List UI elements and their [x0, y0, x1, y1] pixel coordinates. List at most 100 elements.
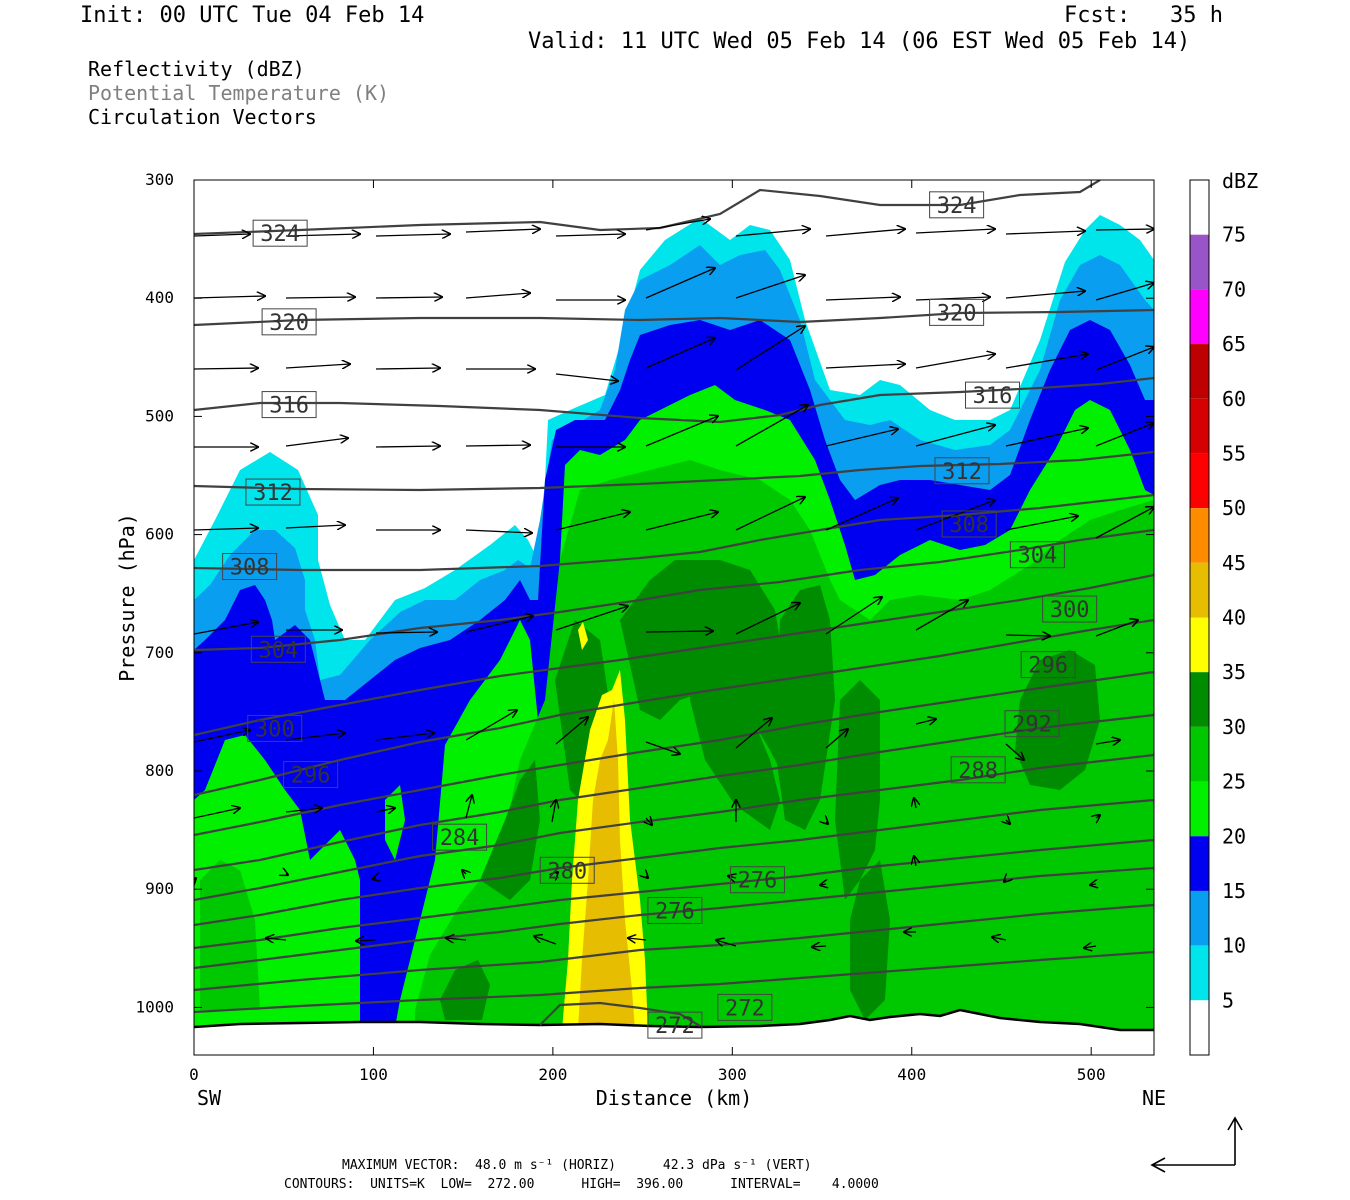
contours-note: CONTOURS: UNITS=K LOW= 272.00 HIGH= 396.… [284, 1177, 879, 1192]
colorbar-tick-label: 60 [1222, 387, 1246, 411]
x-tick-label: 0 [189, 1065, 199, 1084]
theta-label-box [941, 510, 997, 538]
colorbar-swatch [1190, 398, 1209, 454]
theta-label-text: 316 [973, 384, 1013, 409]
circulation-vector [1005, 354, 1088, 369]
circulation-vector [1005, 516, 1078, 531]
circulation-vector [1084, 946, 1097, 948]
circulation-vector [914, 856, 916, 867]
circulation-vector [465, 795, 472, 819]
theta-label: 320 [261, 308, 317, 336]
circulation-vector [194, 296, 265, 298]
circulation-vector [375, 733, 434, 741]
circulation-vector [375, 446, 440, 447]
theta-label-text: 304 [258, 638, 298, 663]
theta-label-text: 312 [253, 481, 293, 506]
circulation-vector [728, 876, 736, 878]
refl-region-30dbz [440, 560, 1100, 1020]
colorbar-swatch [1190, 672, 1209, 727]
theta-label: 296 [1020, 651, 1076, 679]
circulation-vector [465, 710, 517, 741]
y-tick-label: 1000 [135, 997, 174, 1016]
field-label-vectors: Circulation Vectors [88, 105, 317, 129]
circulation-vector [446, 938, 467, 940]
circulation-vector [285, 364, 350, 368]
circulation-vector [285, 808, 322, 812]
theta-label: 324 [252, 219, 308, 247]
circulation-vector [194, 234, 250, 236]
terrain-mask [194, 1010, 1154, 1055]
field-label-reflectivity: Reflectivity (dBZ) [88, 57, 305, 81]
colorbar-tick-label: 10 [1222, 934, 1246, 958]
colorbar-swatch [1190, 781, 1209, 837]
circulation-vector [266, 938, 287, 940]
colorbar-frame [1189, 179, 1210, 1056]
colorbar-tick-label: 70 [1222, 277, 1246, 301]
theta-contour [194, 713, 1154, 872]
theta-label-text: 300 [1050, 598, 1090, 623]
theta-contour [194, 450, 1154, 492]
circulation-vector [555, 512, 630, 531]
theta-label: 292 [1004, 710, 1060, 738]
theta-label: 316 [261, 391, 317, 419]
circulation-vector [1006, 820, 1010, 824]
theta-contour [194, 798, 1154, 927]
circulation-vector [1096, 815, 1100, 818]
circulation-vector [285, 297, 355, 298]
theta-label-box [432, 823, 488, 851]
circulation-vector [812, 946, 827, 947]
circulation-vector [285, 525, 345, 528]
theta-label-text: 324 [260, 222, 300, 247]
circulation-vector [645, 512, 718, 531]
circulation-vector [465, 616, 533, 633]
theta-label-box [283, 761, 339, 789]
circulation-vector [825, 429, 898, 447]
theta-label: 272 [647, 1011, 703, 1039]
circulation-vector [552, 800, 556, 823]
circulation-vector [915, 297, 990, 300]
colorbar-unit-label: dBZ [1222, 169, 1258, 193]
circulation-vector [915, 354, 995, 369]
circulation-vector [1095, 229, 1154, 230]
theta-label: 304 [1009, 541, 1065, 569]
theta-contour [194, 670, 1154, 837]
circulation-vector [372, 878, 376, 879]
circulation-vector [555, 373, 618, 381]
chart-axes: 0 100 200 300 400 500 300 400 500 600 700 800 900 100… [115, 170, 1166, 1110]
circulation-vector [820, 884, 826, 885]
circulation-vector [915, 229, 995, 233]
colorbar-swatch [1190, 945, 1209, 1001]
circulation-vector [645, 416, 718, 447]
circulation-vector [825, 229, 905, 237]
theta-contour [194, 838, 1154, 950]
theta-label-box [247, 714, 303, 742]
theta-label-box [965, 381, 1021, 409]
x-end-label-ne: NE [1142, 1086, 1166, 1110]
circulation-vector [555, 606, 628, 631]
circulation-vector [375, 368, 440, 369]
theta-label: 308 [222, 553, 278, 581]
theta-label: 300 [1042, 595, 1098, 623]
colorbar-tick-label: 55 [1222, 441, 1246, 465]
circulation-vector [556, 872, 558, 874]
circulation-vector [375, 808, 395, 812]
colorbar-tick-label: 35 [1222, 660, 1246, 684]
theta-label-box [261, 391, 317, 419]
x-tick-label: 300 [718, 1065, 747, 1084]
theta-label: 312 [934, 457, 990, 485]
theta-contour-labels: 324 324 320 320 316 316 312 312 308 308 304 304 300 3… [222, 191, 1098, 1039]
circulation-vector [914, 798, 916, 809]
theta-label-text: 304 [1017, 544, 1057, 569]
theta-label: 284 [432, 823, 488, 851]
maximum-vector-note: MAXIMUM VECTOR: 48.0 m s⁻¹ (HORIZ) 42.3 … [342, 1158, 812, 1173]
x-end-label-sw: SW [197, 1086, 222, 1110]
theta-label-text: 320 [937, 301, 977, 326]
circulation-vector [825, 597, 882, 635]
circulation-vector [1095, 423, 1154, 447]
x-tick-label: 400 [897, 1065, 926, 1084]
y-tick-label: 900 [145, 879, 174, 898]
colorbar-tick-label: 15 [1222, 879, 1246, 903]
colorbar-swatch [1190, 289, 1209, 345]
theta-label-text: 280 [547, 859, 587, 884]
y-tick-label: 300 [145, 170, 174, 189]
